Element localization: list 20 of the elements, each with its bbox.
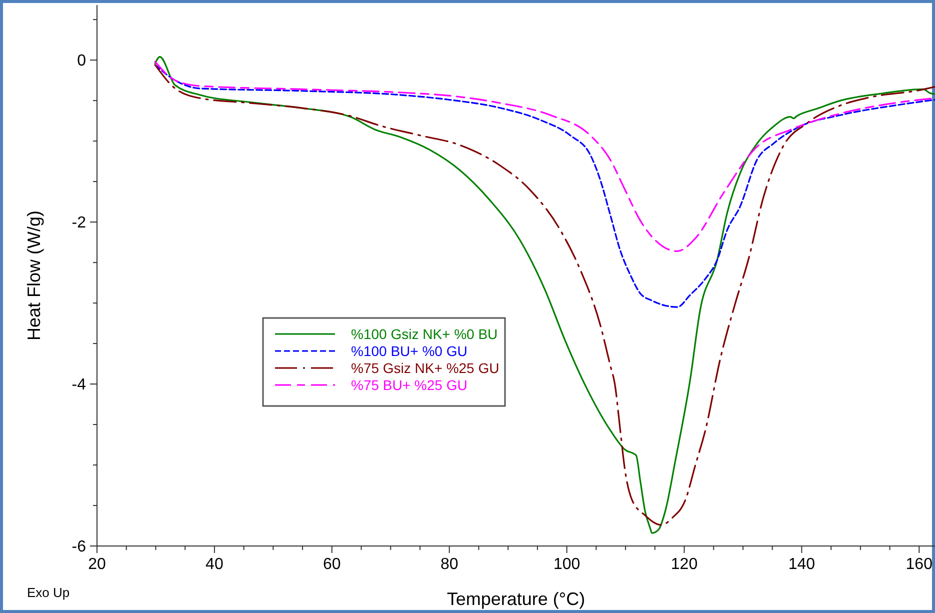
- legend-label: %100 BU+ %0 GU: [351, 342, 468, 359]
- legend-label: %75 Gsiz NK+ %25 GU: [351, 360, 500, 376]
- line-series: [154, 64, 935, 308]
- x-tick-label: 40: [206, 556, 224, 573]
- y-tick-label: -4: [72, 376, 86, 394]
- y-tick-label: -2: [72, 214, 86, 232]
- y-axis-title: Heat Flow (W/g): [24, 210, 44, 341]
- text: Exo Up: [27, 585, 70, 600]
- x-tick-label: 120: [670, 556, 698, 573]
- x-tick-label: 60: [323, 556, 341, 573]
- x-tick-label: 20: [88, 556, 106, 573]
- x-axis-title: Temperature (°C): [446, 589, 586, 609]
- x-tick-label: 100: [553, 556, 580, 573]
- y-tick-label: -6: [72, 538, 86, 556]
- legend-label: %75 BU+ %25 GU: [351, 376, 468, 393]
- x-tick-label: 140: [788, 556, 816, 573]
- x-tick-label: 80: [440, 556, 458, 573]
- x-tick-label: 160: [906, 556, 933, 573]
- y-tick-label: 0: [77, 52, 86, 70]
- legend-label: %100 Gsiz NK+ %0 BU: [351, 326, 498, 342]
